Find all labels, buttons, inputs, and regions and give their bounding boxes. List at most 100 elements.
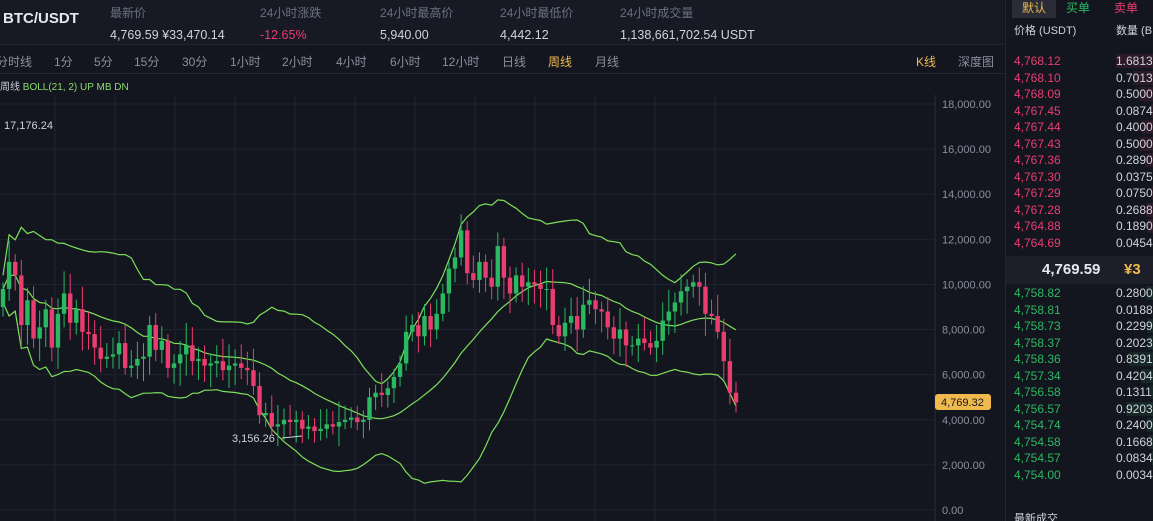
- ask-row[interactable]: 4,764.69 0.0454: [1006, 235, 1153, 252]
- candle-body: [727, 361, 733, 393]
- bid-row[interactable]: 4,754.00 0.0034: [1006, 467, 1153, 484]
- candle-body: [13, 261, 18, 276]
- candle-body: [507, 277, 513, 294]
- y-tick-label: 0.00: [942, 505, 963, 517]
- tab-timeframe-active[interactable]: 周线: [548, 55, 573, 69]
- ask-row[interactable]: 4,767.28 0.2688: [1006, 202, 1153, 219]
- tab-timeframe[interactable]: 月线: [595, 55, 620, 69]
- candle-body: [562, 322, 568, 337]
- candle-body: [153, 325, 158, 350]
- ask-row[interactable]: 4,767.43 0.5000: [1006, 136, 1153, 153]
- tab-depth-chart[interactable]: 深度图: [958, 55, 995, 69]
- ask-price: 4,767.36: [1014, 153, 1061, 167]
- candle-body: [422, 316, 427, 337]
- ask-row[interactable]: 4,767.29 0.0750: [1006, 185, 1153, 202]
- depth-bar: [1149, 434, 1153, 449]
- tab-orderbook-default[interactable]: 默认: [1012, 0, 1057, 18]
- candle-body: [263, 413, 268, 416]
- ask-qty: 0.0454: [1116, 235, 1153, 250]
- stat-label: 最新价: [110, 6, 147, 20]
- candle-body: [623, 329, 629, 346]
- ask-row[interactable]: 4,768.10 0.7013: [1006, 70, 1153, 87]
- pair-title[interactable]: BTC/USDT: [3, 10, 79, 27]
- candle-body: [245, 367, 250, 371]
- boll-lower-line: [2, 302, 737, 484]
- ask-row[interactable]: 4,764.88 0.1890: [1006, 218, 1153, 235]
- y-tick-label: 2,000.00: [942, 460, 985, 472]
- tab-timeframe[interactable]: 分时线: [0, 55, 33, 69]
- ask-price: 4,764.88: [1014, 219, 1061, 233]
- ask-qty: 0.2890: [1116, 153, 1153, 167]
- candle-body: [574, 316, 580, 330]
- stat-label: 24小时最高价: [380, 6, 454, 20]
- bid-row[interactable]: 4,758.73 0.2299: [1006, 318, 1153, 335]
- bid-row[interactable]: 4,758.81 0.0188: [1006, 302, 1153, 319]
- tab-orderbook-buy[interactable]: 买单: [1066, 1, 1091, 15]
- candle-body: [269, 413, 274, 427]
- tab-timeframe[interactable]: 1小时: [230, 55, 261, 69]
- tab-timeframe[interactable]: 12小时: [442, 55, 480, 69]
- bid-row[interactable]: 4,757.34 0.4204: [1006, 368, 1153, 385]
- ask-row[interactable]: 4,768.09 0.5000: [1006, 86, 1153, 103]
- bid-row[interactable]: 4,756.58 0.1311: [1006, 384, 1153, 401]
- ask-row[interactable]: 4,768.12 1.6813: [1006, 53, 1153, 70]
- candle-body: [629, 345, 635, 347]
- candle-body: [440, 293, 445, 314]
- candle-body: [348, 417, 354, 420]
- candle-body: [318, 428, 323, 432]
- tab-timeframe[interactable]: 30分: [182, 55, 208, 69]
- candle-body: [654, 340, 659, 348]
- bid-row[interactable]: 4,754.74 0.2400: [1006, 417, 1153, 434]
- candle-body: [67, 293, 73, 323]
- depth-bar: [1147, 319, 1153, 333]
- bid-row[interactable]: 4,754.58 0.1668: [1006, 434, 1153, 451]
- depth-bar: [1128, 352, 1153, 366]
- tab-kline[interactable]: K线: [916, 55, 937, 69]
- tab-timeframe[interactable]: 2小时: [282, 55, 313, 69]
- ask-row[interactable]: 4,767.36 0.2890: [1006, 152, 1153, 169]
- candle-body: [538, 284, 543, 289]
- bid-price: 4,758.37: [1014, 335, 1061, 350]
- depth-bar: [1146, 418, 1153, 432]
- ask-row[interactable]: 4,767.45 0.0874: [1006, 103, 1153, 120]
- y-tick-label: 14,000.00: [942, 189, 991, 201]
- tab-orderbook-sell[interactable]: 卖单: [1114, 1, 1139, 15]
- ask-price: 4,767.43: [1014, 136, 1061, 151]
- kline-chart[interactable]: 18,000.00 16,000.00 14,000.00 12,000.00 10,0…: [0, 75, 1004, 521]
- candle-body: [55, 313, 61, 348]
- bid-row[interactable]: 4,756.57 0.9203: [1006, 401, 1153, 418]
- bid-row[interactable]: 4,758.82 0.2800: [1006, 285, 1153, 302]
- ask-qty: 0.1890: [1116, 219, 1153, 233]
- tab-timeframe[interactable]: 6小时: [390, 55, 421, 69]
- ask-price: 4,768.12: [1014, 54, 1061, 68]
- bid-price: 4,754.74: [1014, 418, 1061, 432]
- tab-timeframe[interactable]: 15分: [134, 55, 160, 69]
- candle-body: [495, 246, 500, 287]
- stat-value: 4,769.59 ¥33,470.14: [110, 28, 225, 42]
- ask-row[interactable]: 4,767.30 0.0375: [1006, 169, 1153, 186]
- bid-qty: 0.8391: [1116, 352, 1153, 366]
- bid-qty: 0.2023: [1116, 335, 1153, 350]
- bid-row[interactable]: 4,758.36 0.8391: [1006, 351, 1153, 368]
- candle-body: [306, 426, 311, 429]
- tab-timeframe[interactable]: 日线: [502, 55, 527, 69]
- ask-row[interactable]: 4,767.44 0.4000: [1006, 119, 1153, 136]
- depth-bar: [1116, 54, 1153, 68]
- candle-body: [684, 286, 690, 292]
- candle-body: [617, 329, 623, 339]
- candle-body: [434, 313, 439, 330]
- tab-timeframe[interactable]: 4小时: [336, 55, 367, 69]
- ask-qty: 1.6813: [1116, 54, 1153, 68]
- latest-trades-title: 最新成交: [1014, 513, 1058, 521]
- bid-row[interactable]: 4,754.57 0.0834: [1006, 450, 1153, 467]
- ask-price: 4,767.45: [1014, 103, 1061, 118]
- candle-body: [642, 338, 647, 344]
- candle-body: [465, 230, 470, 274]
- tab-timeframe[interactable]: 5分: [94, 55, 113, 69]
- candle-body: [446, 268, 452, 294]
- tab-timeframe[interactable]: 1分: [54, 55, 73, 69]
- candle-body: [202, 358, 207, 366]
- bid-qty: 0.2400: [1116, 418, 1153, 432]
- candle-body: [208, 363, 213, 366]
- bid-row[interactable]: 4,758.37 0.2023: [1006, 335, 1153, 352]
